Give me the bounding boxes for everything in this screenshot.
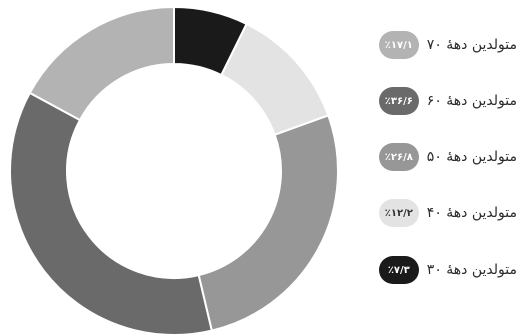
- legend-item-0: متولدین دهۀ ۷۰ ٪۱۷/۱: [352, 30, 517, 60]
- legend-item-3: متولدین دهۀ ۴۰ ٪۱۲/۲: [352, 198, 517, 228]
- legend-label: متولدین دهۀ ۳۰: [426, 262, 517, 278]
- legend-item-4: متولدین دهۀ ۳۰ ٪۷/۳: [352, 255, 517, 285]
- donut-chart: [9, 5, 339, 335]
- legend-percent-badge: ٪۱۲/۲: [378, 199, 419, 227]
- legend-label: متولدین دهۀ ۶۰: [426, 93, 517, 109]
- donut-slice-1: [220, 22, 330, 137]
- legend-label: متولدین دهۀ ۷۰: [426, 37, 517, 53]
- legend-percent-badge: ٪۲۶/۸: [378, 143, 419, 171]
- donut-slice-4: [28, 5, 175, 122]
- legend-label: متولدین دهۀ ۴۰: [426, 205, 517, 221]
- legend-percent-badge: ٪۷/۳: [378, 256, 419, 284]
- legend-label: متولدین دهۀ ۵۰: [426, 149, 517, 165]
- donut-slice-2: [197, 114, 339, 332]
- legend-percent-badge: ٪۳۶/۶: [378, 87, 419, 115]
- legend-item-1: متولدین دهۀ ۶۰ ٪۳۶/۶: [352, 86, 517, 116]
- legend-percent-badge: ٪۱۷/۱: [378, 31, 419, 59]
- legend-item-2: متولدین دهۀ ۵۰ ٪۲۶/۸: [352, 142, 517, 172]
- donut-slice-3: [9, 91, 213, 335]
